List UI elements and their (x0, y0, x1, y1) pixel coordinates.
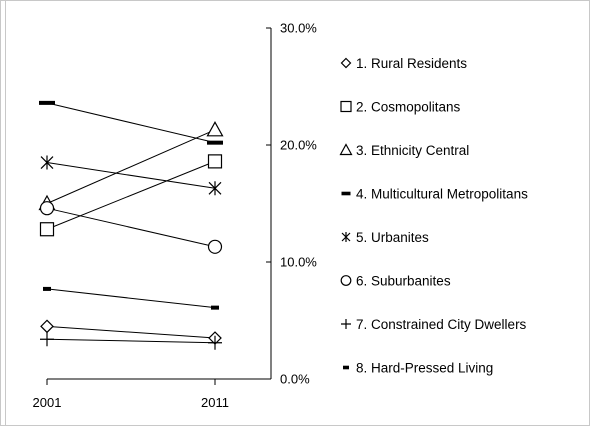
legend-label: 4. Multicultural Metropolitans (356, 187, 528, 202)
legend-label: 5. Urbanites (356, 230, 429, 245)
data-point-square (207, 154, 223, 169)
legend-marker (341, 191, 351, 196)
y-tick-label: 20.0% (280, 138, 317, 153)
data-point-dash (207, 140, 223, 145)
legend-marker (339, 143, 353, 156)
legend-item: 3. Ethnicity Central (339, 143, 469, 158)
series-1 (40, 319, 222, 345)
legend-item: 6. Suburbanites (340, 274, 451, 289)
legend-marker (341, 319, 351, 329)
legend-marker (340, 57, 352, 69)
series-4 (39, 100, 223, 145)
legend-label: 7. Constrained City Dwellers (356, 317, 527, 332)
series-line (46, 207, 216, 248)
legend-label: 1. Rural Residents (356, 56, 467, 71)
y-tick-label: 10.0% (280, 255, 317, 270)
data-point-circle (39, 201, 55, 216)
data-point-asterisk (208, 181, 222, 196)
legend-item: 2. Cosmopolitans (340, 100, 461, 115)
legend-item: 7. Constrained City Dwellers (341, 317, 527, 332)
series-line (46, 162, 216, 189)
data-point-diamond (40, 319, 54, 334)
legend-label: 6. Suburbanites (356, 274, 451, 289)
legend-item: 4. Multicultural Metropolitans (341, 187, 528, 202)
legend-item: 5. Urbanites (341, 230, 429, 245)
series-line (46, 288, 216, 309)
data-point-smalldash (211, 305, 219, 310)
data-point-smalldash (43, 286, 51, 291)
legend-label: 2. Cosmopolitans (356, 100, 461, 115)
series-line (46, 325, 216, 339)
series-7 (40, 332, 222, 350)
legend-marker (340, 100, 352, 113)
y-tick-label: 0.0% (280, 372, 310, 387)
y-tick-label: 30.0% (280, 21, 317, 36)
legend-label: 8. Hard-Pressed Living (356, 361, 493, 376)
legend-marker (340, 275, 352, 286)
series-6 (39, 201, 223, 254)
legend-marker (343, 365, 349, 370)
series-5 (40, 155, 222, 196)
legend-marker (341, 232, 351, 242)
legend: 1. Rural Residents 2. Cosmopolitans 3. Eth… (339, 56, 528, 376)
data-point-asterisk (40, 155, 54, 170)
legend-item: 1. Rural Residents (340, 56, 467, 71)
legend-label: 3. Ethnicity Central (356, 143, 469, 158)
data-point-square (39, 222, 55, 237)
data-point-dash (39, 100, 55, 105)
series-layer (38, 100, 224, 350)
data-point-plus (40, 332, 54, 347)
series-line (46, 102, 216, 144)
series-2 (39, 154, 223, 237)
data-point-circle (207, 239, 223, 254)
series-8 (43, 286, 219, 310)
series-line (46, 160, 216, 230)
data-point-plus (208, 335, 222, 350)
x-tick-label: 2011 (201, 395, 229, 410)
series-line (46, 129, 216, 204)
series-line (46, 338, 216, 344)
axis-layer: 2001 2011 0.0% 10.0% 20.0% 30.0% (33, 21, 318, 411)
x-tick-label: 2001 (33, 395, 62, 410)
legend-item: 8. Hard-Pressed Living (343, 361, 493, 376)
data-point-triangle (206, 121, 224, 137)
